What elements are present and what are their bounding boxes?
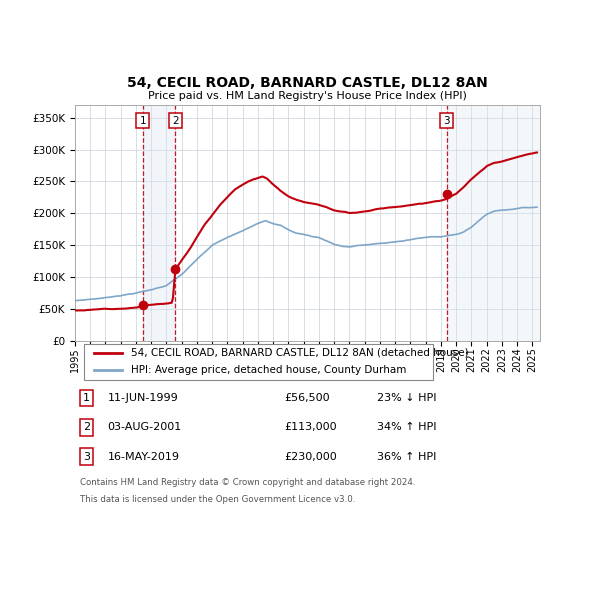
Text: 2: 2 [83, 422, 90, 432]
FancyBboxPatch shape [84, 344, 433, 380]
Text: 2: 2 [172, 116, 179, 126]
Text: £230,000: £230,000 [284, 451, 337, 461]
Text: 54, CECIL ROAD, BARNARD CASTLE, DL12 8AN (detached house): 54, CECIL ROAD, BARNARD CASTLE, DL12 8AN… [131, 348, 469, 358]
Text: 3: 3 [83, 451, 90, 461]
Text: 3: 3 [443, 116, 450, 126]
Text: This data is licensed under the Open Government Licence v3.0.: This data is licensed under the Open Gov… [80, 494, 355, 504]
Text: Contains HM Land Registry data © Crown copyright and database right 2024.: Contains HM Land Registry data © Crown c… [80, 478, 415, 487]
Bar [143, 105, 175, 341]
Text: 16-MAY-2019: 16-MAY-2019 [107, 451, 179, 461]
Text: 11-JUN-1999: 11-JUN-1999 [107, 394, 178, 404]
Text: 23% ↓ HPI: 23% ↓ HPI [377, 394, 437, 404]
Text: HPI: Average price, detached house, County Durham: HPI: Average price, detached house, Coun… [131, 365, 406, 375]
Text: Price paid vs. HM Land Registry's House Price Index (HPI): Price paid vs. HM Land Registry's House … [148, 91, 467, 101]
Text: £56,500: £56,500 [284, 394, 330, 404]
Text: 36% ↑ HPI: 36% ↑ HPI [377, 451, 437, 461]
Text: 34% ↑ HPI: 34% ↑ HPI [377, 422, 437, 432]
Text: 1: 1 [139, 116, 146, 126]
Bar [446, 105, 540, 341]
Text: 03-AUG-2001: 03-AUG-2001 [107, 422, 182, 432]
Text: £113,000: £113,000 [284, 422, 337, 432]
Text: 54, CECIL ROAD, BARNARD CASTLE, DL12 8AN: 54, CECIL ROAD, BARNARD CASTLE, DL12 8AN [127, 76, 488, 90]
Text: 1: 1 [83, 394, 90, 404]
